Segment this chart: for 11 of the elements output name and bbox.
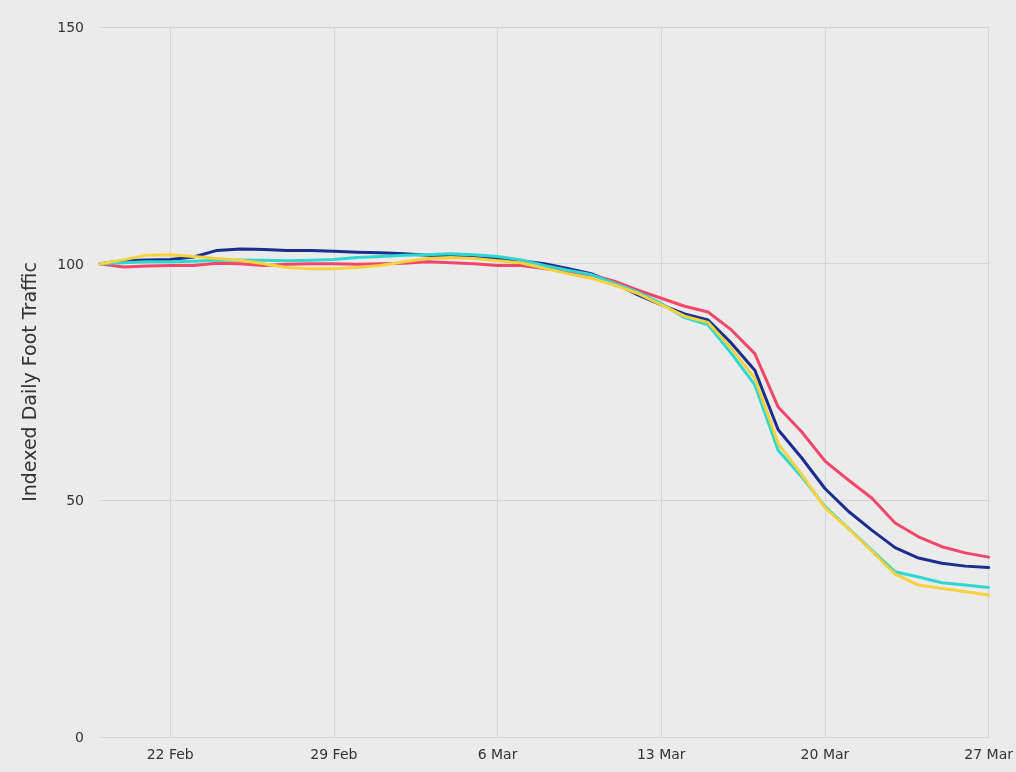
x-tick-label: 6 Mar [477,746,518,762]
y-tick-label: 100 [57,255,84,272]
y-tick-label: 50 [66,492,84,509]
y-axis-title: Indexed Daily Foot Traffic [17,262,40,502]
x-tick-label: 13 Mar [636,746,686,762]
x-tick-label: 22 Feb [146,746,194,762]
x-tick-label: 29 Feb [310,746,358,762]
y-tick-label: 0 [75,729,84,745]
x-tick-label: 27 Mar [964,746,1014,762]
y-tick-label: 150 [57,19,84,35]
x-tick-label: 20 Mar [800,746,850,762]
